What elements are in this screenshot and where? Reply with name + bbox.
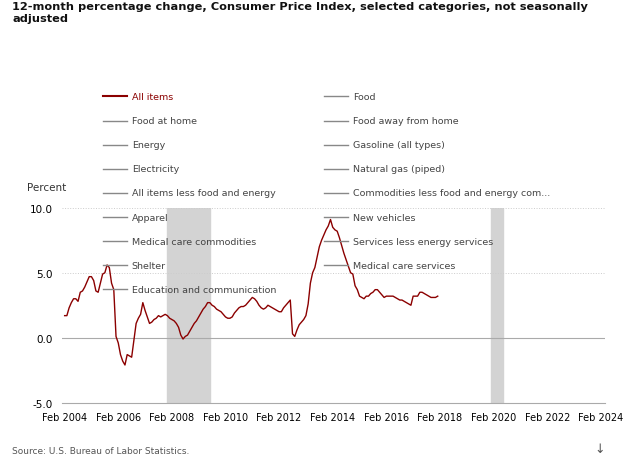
Text: Services less energy services: Services less energy services: [353, 237, 494, 246]
Text: New vehicles: New vehicles: [353, 213, 416, 222]
Text: Percent: Percent: [27, 183, 66, 193]
Text: Food at home: Food at home: [132, 117, 197, 126]
Bar: [491, 208, 502, 403]
Text: Medical care commodities: Medical care commodities: [132, 237, 256, 246]
Text: Electricity: Electricity: [132, 165, 179, 174]
Text: All items less food and energy: All items less food and energy: [132, 189, 275, 198]
Text: Food: Food: [353, 93, 376, 102]
Text: Education and communication: Education and communication: [132, 285, 276, 294]
Text: Gasoline (all types): Gasoline (all types): [353, 141, 445, 150]
Text: Shelter: Shelter: [132, 261, 166, 270]
Text: Source: U.S. Bureau of Labor Statistics.: Source: U.S. Bureau of Labor Statistics.: [12, 446, 190, 455]
Text: 12-month percentage change, Consumer Price Index, selected categories, not seaso: 12-month percentage change, Consumer Pri…: [12, 2, 588, 24]
Text: All items: All items: [132, 93, 173, 102]
Text: Apparel: Apparel: [132, 213, 168, 222]
Text: Food away from home: Food away from home: [353, 117, 459, 126]
Text: Natural gas (piped): Natural gas (piped): [353, 165, 445, 174]
Text: ↓: ↓: [595, 442, 605, 455]
Bar: [167, 208, 210, 403]
Text: Energy: Energy: [132, 141, 165, 150]
Text: Medical care services: Medical care services: [353, 261, 456, 270]
Text: Commodities less food and energy com...: Commodities less food and energy com...: [353, 189, 550, 198]
